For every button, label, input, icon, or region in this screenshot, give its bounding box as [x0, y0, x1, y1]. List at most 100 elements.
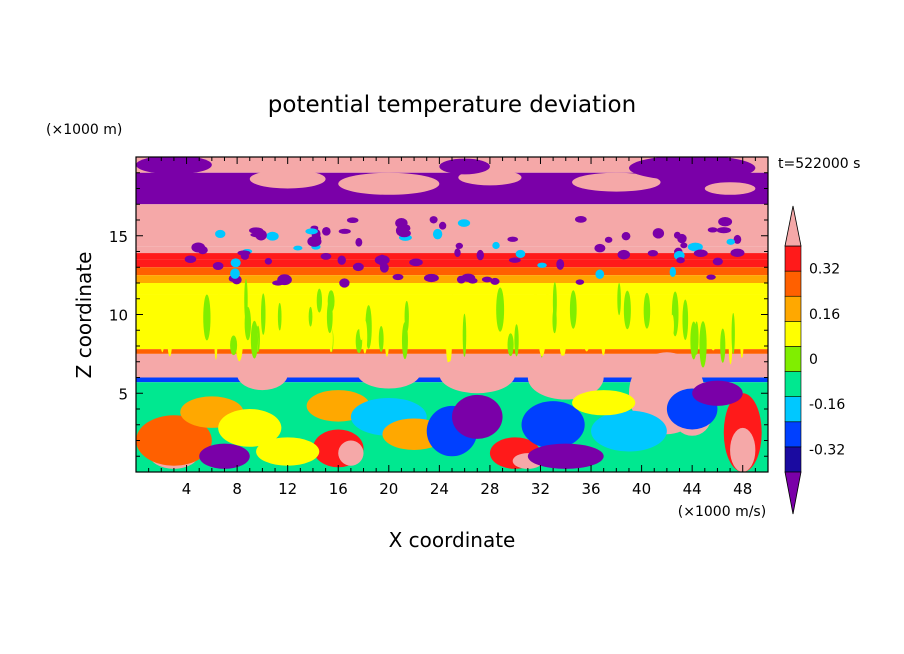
contour-blob: [255, 229, 267, 241]
contour-blob: [338, 228, 351, 234]
x-tick-label: 20: [379, 480, 398, 498]
x-axis-ticks: 4 8 12 16 20 24 28 32 36 40 44 48: [148, 157, 756, 498]
contour-blob: [346, 217, 359, 224]
contour-blob: [308, 306, 313, 327]
contour-blob: [160, 309, 165, 353]
contour-blob: [214, 319, 218, 360]
contour-blob: [212, 261, 224, 271]
contour-blob: [237, 250, 251, 256]
contour-blob: [452, 394, 503, 439]
contour-blob: [338, 172, 440, 195]
contour-blob: [643, 292, 651, 329]
colorbar-label: -0.16: [809, 397, 845, 413]
colorbar-box: [784, 371, 802, 397]
contour-blob: [521, 401, 585, 449]
contour-band: [136, 349, 768, 354]
contour-blob: [352, 262, 364, 272]
contour-band: [136, 204, 768, 247]
contour-blob: [395, 225, 404, 236]
contour-blob: [706, 274, 716, 280]
y-unit-label: (×1000 m): [46, 122, 122, 138]
contour-blob: [690, 321, 698, 360]
contour-blob: [682, 299, 689, 341]
contour-blob: [591, 410, 667, 452]
x-tick-label: 16: [329, 480, 348, 498]
contour-field: [136, 157, 768, 472]
y-axis-ticks: 5 10 15: [109, 172, 768, 457]
contour-blob: [215, 229, 226, 239]
contour-blob: [432, 309, 439, 332]
contour-blob: [409, 258, 423, 267]
contour-blob: [249, 169, 326, 189]
contour-blob: [704, 182, 756, 195]
contour-blob: [322, 227, 331, 236]
contour-blob: [404, 300, 409, 333]
contour-blob: [230, 335, 238, 356]
colorbar-box: [784, 396, 802, 423]
contour-blob: [712, 257, 723, 266]
contour-blob: [740, 332, 744, 358]
colorbar-box: [784, 446, 802, 473]
contour-band: [136, 275, 768, 283]
colorbar-box: [784, 321, 802, 347]
colorbar-upper-extension: [784, 205, 802, 247]
contour-blob: [527, 443, 604, 469]
contour-blob: [720, 328, 726, 363]
contour-blob: [728, 327, 733, 365]
contour-blob: [533, 283, 538, 320]
contour-blob: [680, 242, 688, 249]
contour-blob: [454, 248, 461, 257]
contour-blob: [507, 333, 514, 357]
contour-blob: [481, 276, 493, 283]
x-tick-label: 32: [531, 480, 550, 498]
colorbar-box: [784, 346, 802, 372]
contour-blob: [699, 321, 707, 368]
contour-blob: [316, 288, 322, 313]
contour-blob: [199, 443, 250, 469]
contour-blob: [572, 172, 661, 192]
x-tick-label: 8: [232, 480, 242, 498]
contour-blob: [617, 249, 631, 260]
contour-blob: [726, 238, 735, 245]
x-tick-label: 24: [430, 480, 449, 498]
contour-blob: [621, 231, 631, 241]
contour-blob: [709, 312, 717, 351]
contour-blob: [572, 390, 636, 416]
contour-blob: [623, 290, 631, 330]
contour-blob: [442, 303, 449, 350]
contour-blob: [297, 296, 304, 327]
contour-blob: [320, 253, 332, 260]
contour-blob: [652, 228, 665, 239]
contour-blob: [439, 158, 490, 175]
contour-blob: [476, 249, 484, 261]
colorbar-label: -0.32: [809, 442, 845, 458]
contour-blob: [136, 157, 212, 175]
y-tick-label: 5: [118, 385, 128, 403]
contour-blob: [569, 290, 577, 329]
contour-blob: [692, 380, 743, 406]
contour-blob: [730, 427, 756, 472]
contour-blob: [462, 313, 467, 358]
colorbar-label: 0.32: [809, 262, 840, 278]
contour-blob: [617, 283, 621, 316]
contour-blob: [537, 262, 547, 268]
contour-blob: [669, 266, 676, 277]
contour-blob: [647, 249, 658, 257]
contour-blob: [256, 437, 320, 466]
contour-blob: [456, 275, 466, 284]
colorbar-box: [784, 270, 802, 297]
contour-blob: [676, 257, 685, 264]
contour-blob: [265, 286, 271, 326]
colorbar-box: [784, 421, 802, 448]
contour-blob: [450, 293, 455, 339]
contour-blob: [731, 312, 735, 355]
contour-blob: [670, 314, 674, 337]
contour-blob: [185, 296, 192, 323]
contour-blob: [687, 242, 703, 252]
y-axis-label: Z coordinate: [72, 252, 96, 379]
colorbar-label: 0: [809, 352, 818, 368]
x-tick-label: 28: [480, 480, 499, 498]
contour-blob: [496, 287, 505, 332]
x-tick-label: 48: [733, 480, 752, 498]
contour-blob: [515, 249, 526, 258]
